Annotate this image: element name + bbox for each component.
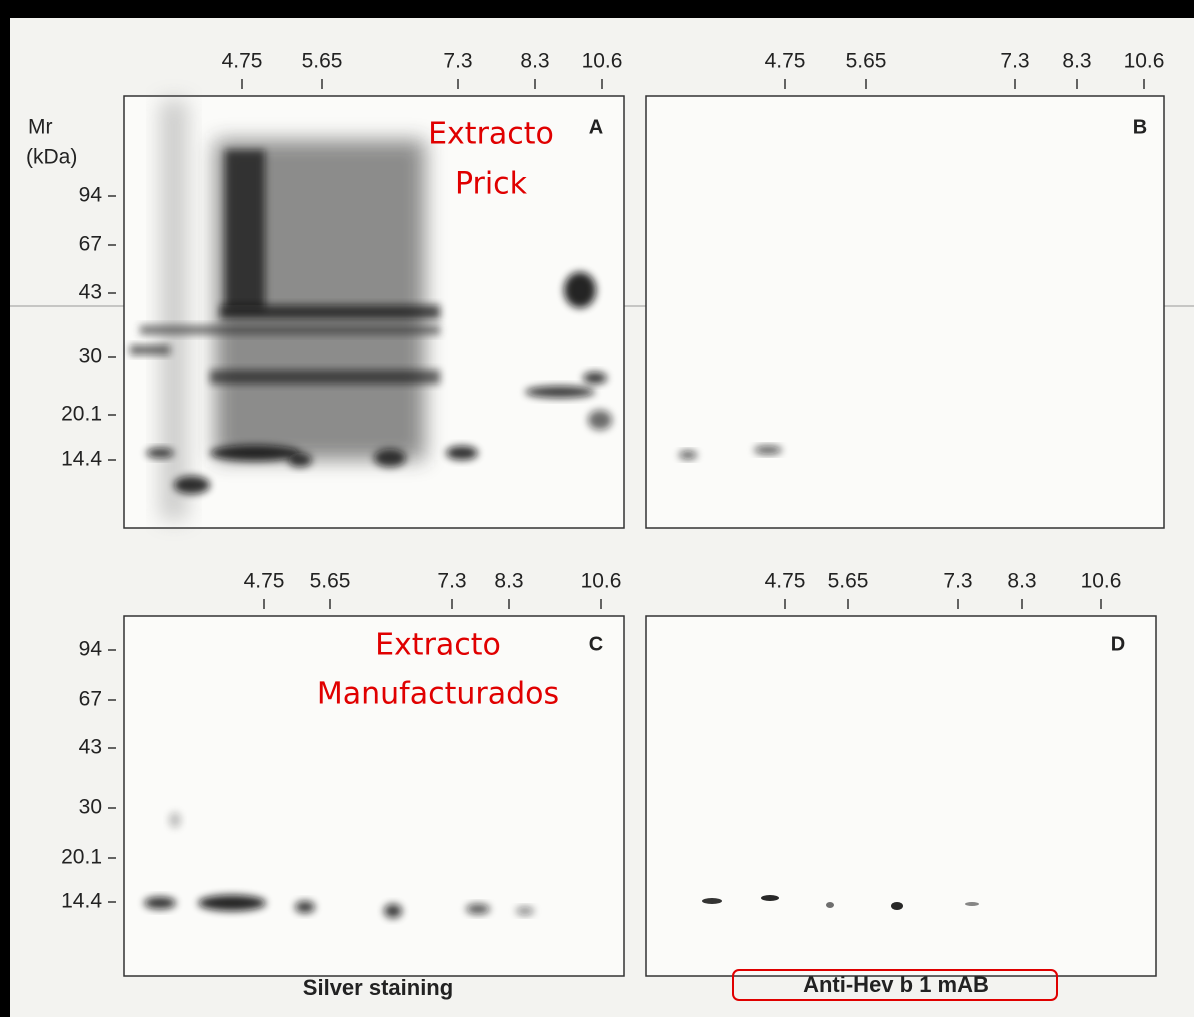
pi-tick-label: 7.3	[943, 570, 972, 593]
mr-tick-label: 43	[79, 281, 102, 304]
annotation: Extracto	[375, 628, 501, 663]
pi-tick-label: 5.65	[310, 570, 351, 593]
pi-tick-label: 7.3	[1000, 50, 1029, 73]
page: {"mr_header": ["Mr", "(kDa)"], "panels":…	[0, 0, 1194, 1017]
mr-tick-label: 94	[79, 638, 103, 661]
mr-header: Mr	[28, 116, 53, 139]
mr-tick-label: 30	[79, 796, 102, 819]
pi-tick-label: 8.3	[1062, 50, 1091, 73]
panel-letter: D	[1111, 633, 1125, 655]
mr-header: (kDa)	[26, 146, 77, 169]
panel-letter: B	[1133, 116, 1147, 138]
caption: Anti-Hev b 1 mAB	[803, 972, 989, 997]
mr-tick-label: 67	[79, 233, 102, 256]
pi-tick-label: 5.65	[846, 50, 887, 73]
pi-tick-label: 4.75	[765, 570, 806, 593]
mr-tick-label: 67	[79, 688, 102, 711]
annotation: Prick	[455, 167, 528, 202]
mr-tick-label: 94	[79, 184, 103, 207]
pi-tick-label: 10.6	[1124, 50, 1165, 73]
pi-tick-label: 8.3	[494, 570, 523, 593]
pi-tick-label: 10.6	[1081, 570, 1122, 593]
pi-tick-label: 5.65	[302, 50, 343, 73]
pi-tick-label: 7.3	[437, 570, 466, 593]
panel-letter: A	[589, 116, 603, 138]
mr-tick-label: 20.1	[61, 403, 102, 426]
pi-tick-label: 5.65	[828, 570, 869, 593]
pi-tick-label: 4.75	[244, 570, 285, 593]
pi-tick-label: 4.75	[222, 50, 263, 73]
annotation: Manufacturados	[317, 677, 559, 712]
mr-tick-label: 14.4	[61, 448, 102, 471]
pi-tick-label: 8.3	[520, 50, 549, 73]
figure: Mr (kDa) 4.75 5.65 7.3 8.3 10.6 A 94 67 43 30 20.1 14…	[0, 0, 1194, 1017]
annotation: Extracto	[428, 117, 554, 152]
panel-letter: C	[589, 633, 603, 655]
mr-tick-label: 20.1	[61, 846, 102, 869]
pi-tick-label: 10.6	[582, 50, 623, 73]
mr-tick-label: 43	[79, 736, 102, 759]
mr-tick-label: 30	[79, 345, 102, 368]
pi-tick-label: 10.6	[581, 570, 622, 593]
pi-tick-label: 8.3	[1007, 570, 1036, 593]
mr-tick-label: 14.4	[61, 890, 102, 913]
caption: Silver staining	[303, 975, 453, 1000]
pi-tick-label: 4.75	[765, 50, 806, 73]
pi-tick-label: 7.3	[443, 50, 472, 73]
